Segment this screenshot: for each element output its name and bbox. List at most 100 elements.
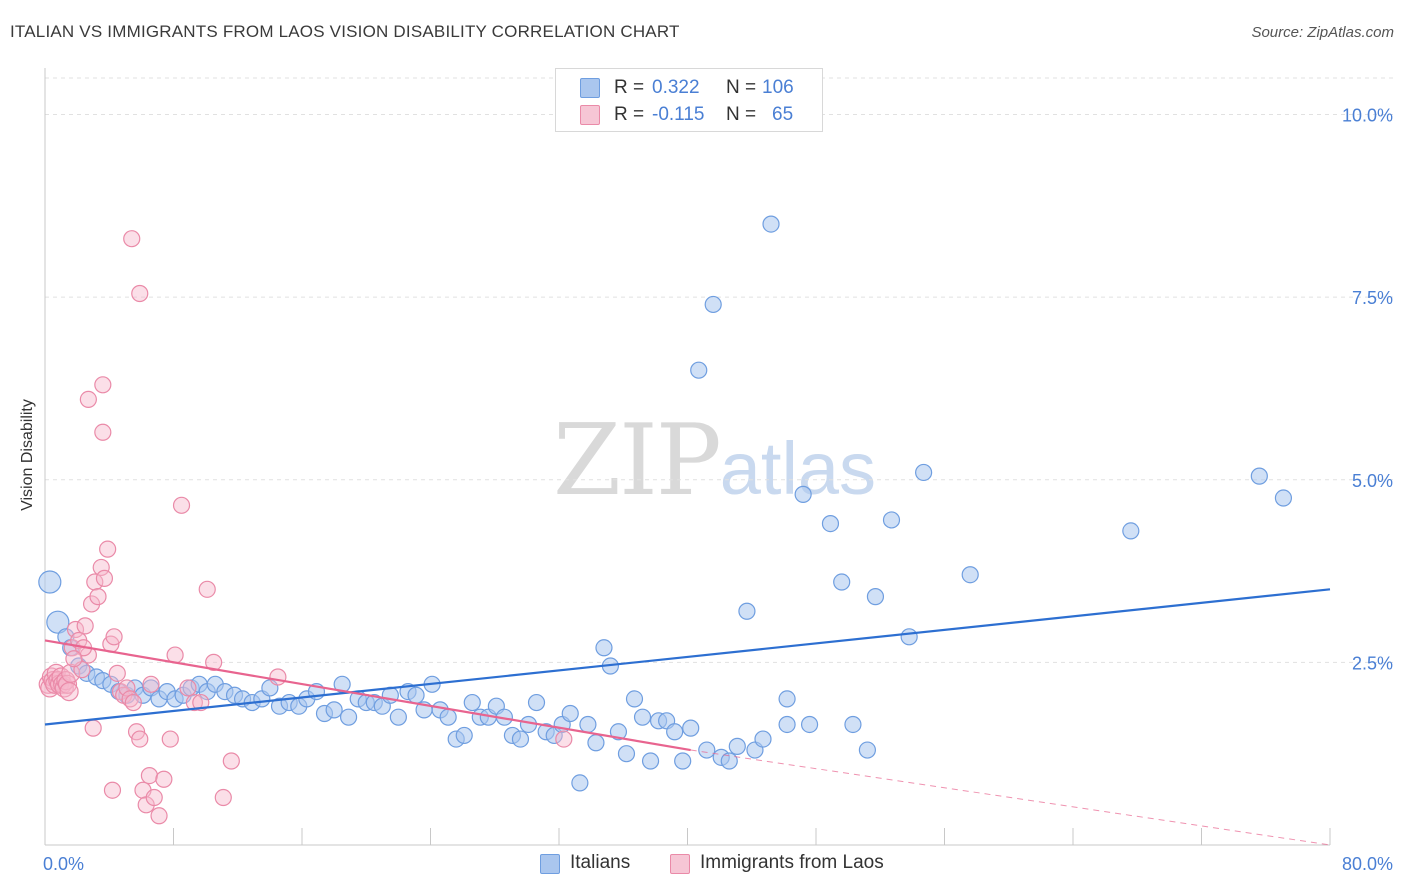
chart-source: Source: ZipAtlas.com (1251, 24, 1394, 41)
laos-point (123, 230, 141, 248)
italians-point (778, 715, 796, 734)
laos-point (214, 788, 232, 807)
n-value: 106 (762, 77, 794, 98)
y-tick-label: 7.5% (1352, 288, 1393, 308)
laos-legend-swatch (670, 854, 690, 874)
tick-labels: 2.5% 5.0% 7.5% 10.0% 0.0% 80.0% (43, 106, 1393, 874)
italians-point (704, 295, 722, 314)
laos-point (269, 668, 287, 686)
italians-point (455, 726, 473, 745)
italians-point (527, 693, 546, 712)
italians-point (325, 701, 343, 719)
laos-point (161, 730, 179, 748)
laos-point (95, 569, 114, 587)
laos-point (205, 653, 223, 671)
italians-point (1274, 489, 1293, 507)
laos-point (198, 580, 216, 598)
legend-label-italians: Italians (570, 852, 631, 873)
italians-point (858, 741, 877, 759)
italians-point (882, 511, 901, 529)
laos-point (179, 679, 197, 697)
italians-point (561, 704, 579, 723)
r-label: R = (614, 77, 645, 98)
y-tick-label: 10.0% (1342, 106, 1393, 126)
watermark-zip: ZIP (553, 404, 722, 518)
italians-point (866, 588, 885, 606)
x-tick-label-min: 0.0% (43, 854, 84, 874)
grid-lines (45, 77, 1395, 663)
y-tick-label: 2.5% (1352, 653, 1393, 673)
laos-point (86, 573, 104, 591)
laos-point (192, 693, 210, 712)
italians-trend-line (44, 588, 1331, 726)
laos-swatch (580, 105, 600, 125)
laos-point (142, 675, 160, 693)
laos-point (65, 650, 83, 668)
laos-point (150, 807, 168, 825)
italians-point (794, 485, 812, 503)
italians-point (728, 737, 746, 755)
chart-title: ITALIAN VS IMMIGRANTS FROM LAOS VISION D… (10, 22, 680, 41)
laos-point (131, 284, 149, 303)
italians-point (666, 723, 684, 741)
italians-point (682, 719, 700, 737)
laos-point (79, 390, 97, 409)
laos-point (145, 788, 163, 807)
italians-point (587, 734, 605, 752)
italians-point (698, 741, 716, 759)
stats-legend: R = 0.322 N = 106 R = -0.115 N = 65 (555, 68, 823, 132)
italians-point (609, 723, 628, 741)
italians-point (407, 686, 425, 704)
italians-point (738, 602, 756, 620)
italians-point (778, 690, 796, 708)
italians-point (38, 570, 62, 594)
laos-point (94, 376, 112, 394)
y-axis-label: Vision Disability (19, 399, 36, 511)
trend-lines (44, 588, 1331, 846)
italians-point (595, 639, 613, 657)
italians-point (617, 745, 636, 763)
italians-point (690, 361, 708, 379)
laos-point (92, 558, 110, 577)
italians-point (389, 708, 407, 726)
italians-point (511, 730, 530, 748)
laos-point (57, 674, 78, 694)
legend-label-laos: Immigrants from Laos (700, 852, 884, 873)
italians-point (800, 715, 819, 734)
watermark: ZIPatlas (553, 404, 876, 518)
italians-point (1250, 467, 1268, 485)
laos-point (99, 540, 117, 558)
italians-point (579, 715, 597, 734)
r-label: R = (614, 104, 645, 125)
stats-row-laos: R = -0.115 N = 65 (556, 102, 822, 128)
italians-legend-swatch (540, 854, 560, 874)
italians-swatch (580, 78, 600, 98)
italians-point (571, 774, 589, 792)
laos-point (84, 719, 102, 737)
laos-point (140, 767, 159, 785)
laos-point (124, 693, 142, 712)
r-value: -0.115 (652, 104, 705, 125)
laos-points (38, 230, 573, 825)
italians-point (674, 752, 692, 770)
laos-point (131, 730, 149, 748)
n-label: N = (726, 104, 757, 125)
laos-point (66, 620, 85, 639)
n-label: N = (726, 77, 757, 98)
laos-point (555, 730, 573, 748)
italians-point (844, 715, 862, 734)
r-value: 0.322 (652, 77, 700, 98)
laos-point (94, 423, 112, 441)
italians-point (900, 628, 918, 646)
laos-point (108, 664, 126, 682)
laos-point (59, 681, 79, 702)
italians-point (720, 752, 738, 770)
laos-trend-line (44, 639, 691, 752)
italians-point (633, 708, 652, 726)
italians-point (754, 730, 772, 748)
italians-point (833, 573, 851, 591)
laos-point (105, 628, 123, 646)
laos-point (155, 770, 173, 788)
italians-point (762, 215, 780, 233)
